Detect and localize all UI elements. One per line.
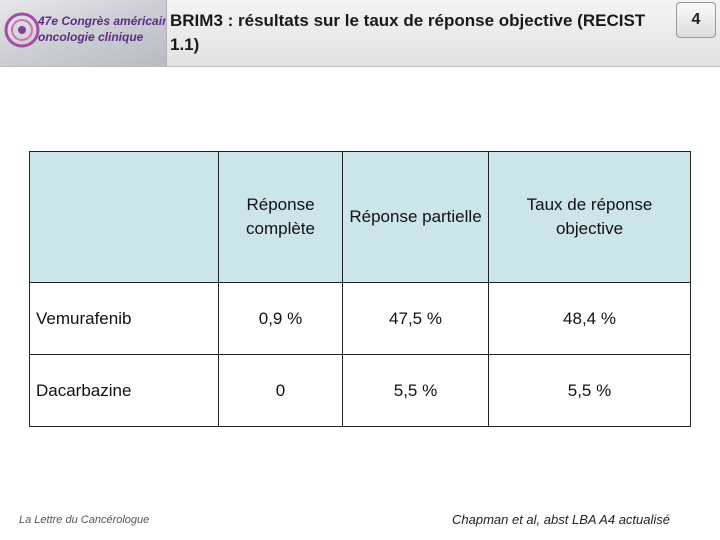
logo-text-line1: 47e Congrès américain bbox=[38, 14, 167, 28]
slide-title: BRIM3 : résultats sur le taux de réponse… bbox=[170, 11, 646, 54]
table-row: Dacarbazine 0 5,5 % 5,5 % bbox=[29, 354, 691, 427]
table-cell: 0 bbox=[218, 354, 343, 427]
table-cell: 5,5 % bbox=[488, 354, 691, 427]
table-header-empty bbox=[29, 151, 219, 283]
table-cell: 47,5 % bbox=[342, 282, 489, 355]
row-label: Vemurafenib bbox=[29, 282, 219, 355]
swirl-logo-icon bbox=[4, 12, 40, 48]
table-header-row: Réponse complète Réponse partielle Taux … bbox=[29, 151, 691, 283]
table-cell: 0,9 % bbox=[218, 282, 343, 355]
slide-header: 47e Congrès américain oncologie clinique… bbox=[0, 0, 720, 67]
results-table: Réponse complète Réponse partielle Taux … bbox=[29, 151, 691, 427]
journal-credit: La Lettre du Cancérologue bbox=[19, 514, 150, 526]
table-header-cell: Réponse complète bbox=[218, 151, 343, 283]
table-cell: 48,4 % bbox=[488, 282, 691, 355]
table-header-cell: Réponse partielle bbox=[342, 151, 489, 283]
logo-text-line2: oncologie clinique bbox=[38, 30, 144, 44]
row-label: Dacarbazine bbox=[29, 354, 219, 427]
source-citation: Chapman et al, abst LBA A4 actualisé bbox=[452, 512, 670, 527]
table-row: Vemurafenib 0,9 % 47,5 % 48,4 % bbox=[29, 282, 691, 355]
page-number: 4 bbox=[676, 2, 716, 38]
table-header-cell: Taux de réponse objective bbox=[488, 151, 691, 283]
congress-logo: 47e Congrès américain oncologie clinique bbox=[0, 0, 167, 66]
table-cell: 5,5 % bbox=[342, 354, 489, 427]
